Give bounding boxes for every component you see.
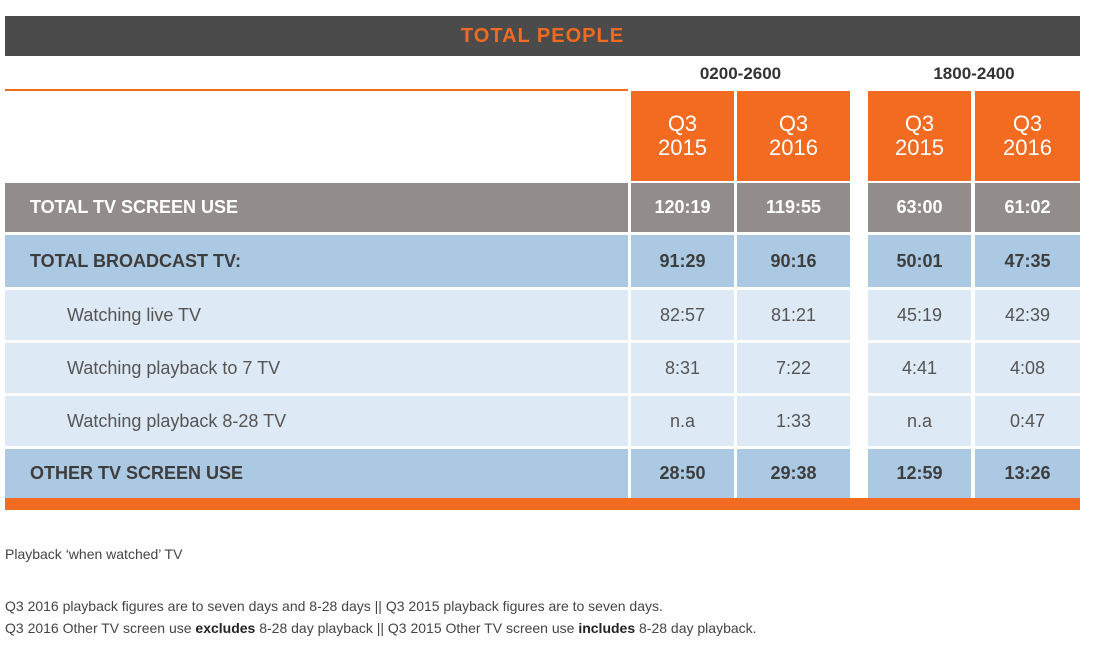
value-cell: 0:47: [975, 396, 1080, 446]
value-cell: 120:19: [631, 183, 734, 232]
value-cell: 8:31: [631, 343, 734, 393]
value-cell: 81:21: [737, 290, 850, 340]
footnote-bold: excludes: [195, 620, 256, 636]
row-label: OTHER TV SCREEN USE: [5, 449, 628, 498]
column-header: Q3 2016: [737, 91, 850, 181]
quarter: Q3: [778, 111, 809, 136]
quarter: Q3: [1012, 111, 1043, 136]
column-header: Q3 2015: [631, 91, 734, 181]
group-header: 0200-2600: [699, 64, 782, 83]
year: 2016: [1003, 135, 1052, 160]
row-label: Watching playback 8-28 TV: [5, 396, 628, 446]
value-cell: 61:02: [975, 183, 1080, 232]
footnote: Q3 2016 playback figures are to seven da…: [5, 598, 663, 614]
value-cell: 90:16: [737, 235, 850, 287]
bottom-bar: [5, 498, 1080, 510]
value-cell: 4:08: [975, 343, 1080, 393]
quarter: Q3: [667, 111, 698, 136]
value-cell: 29:38: [737, 449, 850, 498]
year: 2015: [658, 135, 707, 160]
value-cell: 12:59: [868, 449, 971, 498]
row-label: Watching playback to 7 TV: [5, 343, 628, 393]
footnote-text: Q3 2016 playback figures are to seven da…: [5, 598, 663, 614]
value-cell: 119:55: [737, 183, 850, 232]
row-label: TOTAL BROADCAST TV:: [5, 235, 628, 287]
value-cell: 82:57: [631, 290, 734, 340]
value-cell: 42:39: [975, 290, 1080, 340]
value-cell: 4:41: [868, 343, 971, 393]
header-rule: [5, 89, 628, 91]
column-header: Q3 2015: [868, 91, 971, 181]
footnote-text: 8-28 day playback || Q3 2015 Other TV sc…: [255, 620, 579, 636]
footnote-bold: includes: [578, 620, 636, 636]
column-header: Q3 2016: [975, 91, 1080, 181]
quarter: Q3: [904, 111, 935, 136]
value-cell: 13:26: [975, 449, 1080, 498]
value-cell: 47:35: [975, 235, 1080, 287]
footnote-text: 8-28 day playback.: [635, 620, 757, 636]
value-cell: 91:29: [631, 235, 734, 287]
value-cell: 45:19: [868, 290, 971, 340]
footnote: Q3 2016 Other TV screen use excludes 8-2…: [5, 620, 757, 636]
title: TOTAL PEOPLE: [460, 24, 625, 47]
row-label: TOTAL TV SCREEN USE: [5, 183, 628, 232]
year: 2015: [895, 135, 944, 160]
year: 2016: [769, 135, 818, 160]
footnote-text: Q3 2016 Other TV screen use: [5, 620, 196, 636]
value-cell: 50:01: [868, 235, 971, 287]
value-cell: 28:50: [631, 449, 734, 498]
value-cell: 63:00: [868, 183, 971, 232]
value-cell: 7:22: [737, 343, 850, 393]
group-header: 1800-2400: [933, 64, 1015, 83]
footnote: Playback ‘when watched’ TV: [5, 546, 182, 562]
footnote-text: Playback ‘when watched’ TV: [5, 546, 183, 562]
value-cell: 1:33: [737, 396, 850, 446]
title-bar: TOTAL PEOPLE: [5, 16, 1080, 56]
value-cell: n.a: [868, 396, 971, 446]
row-label: Watching live TV: [5, 290, 628, 340]
value-cell: n.a: [631, 396, 734, 446]
